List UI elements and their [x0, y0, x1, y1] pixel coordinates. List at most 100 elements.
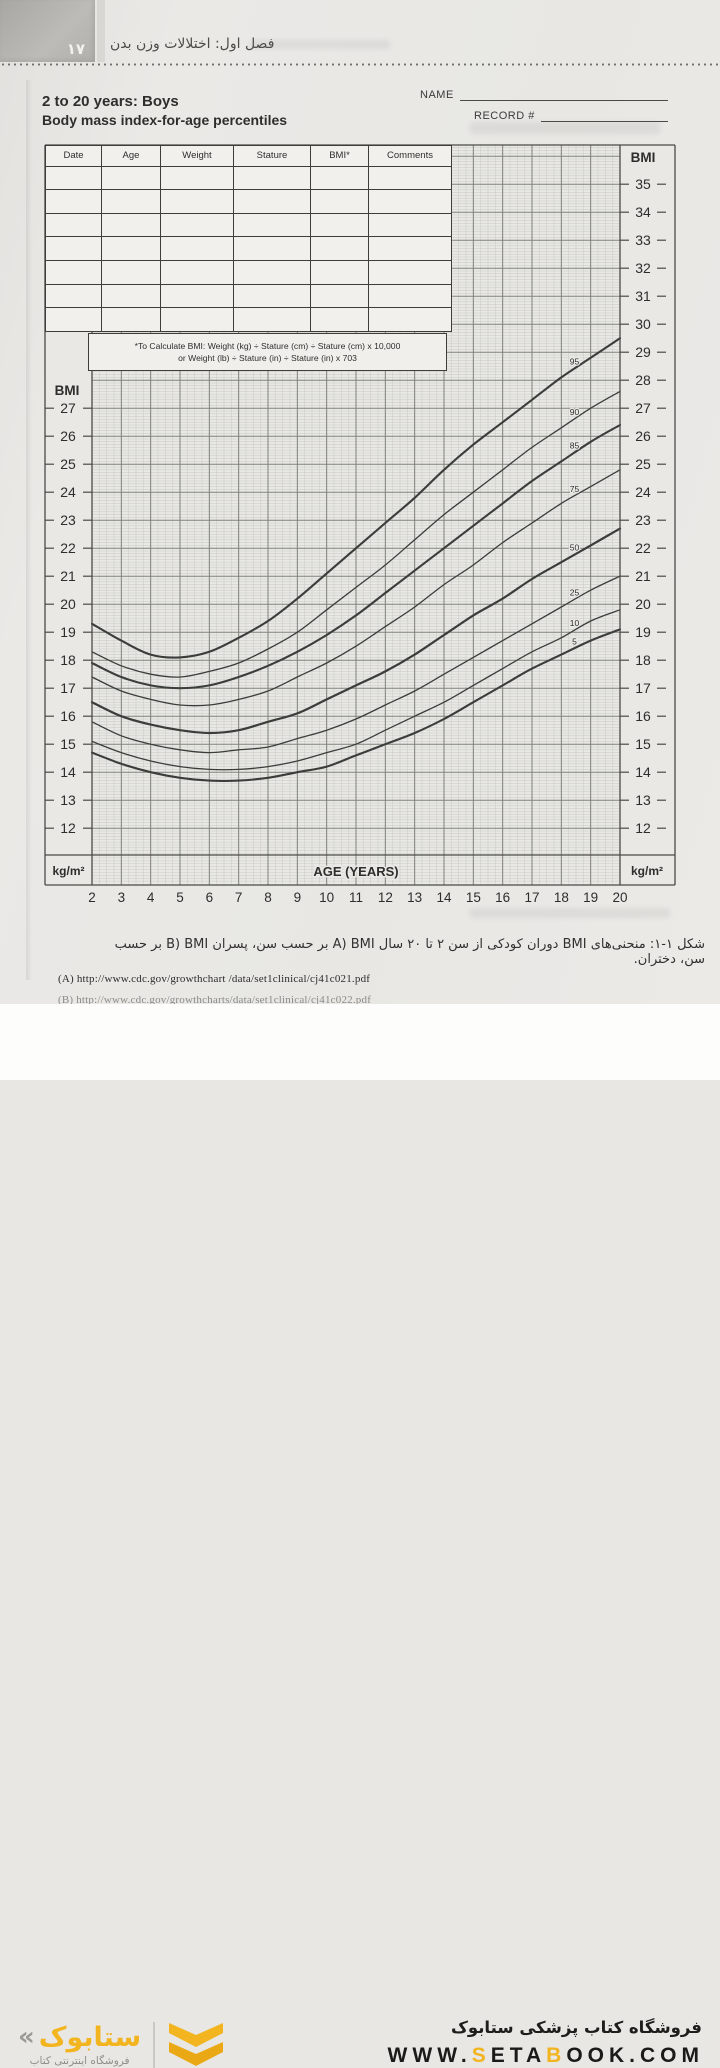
percentile-curve-85: [90, 423, 622, 690]
percentile-curve-75: [91, 469, 621, 707]
empty-cell: [45, 189, 102, 214]
table-header-row: Date Age Weight Stature BMI* Comments: [45, 145, 452, 167]
age-tick-label: 19: [583, 890, 598, 905]
tab-edge-strip: [97, 0, 105, 62]
empty-cell: [233, 236, 311, 262]
table-row: [45, 283, 452, 309]
right-tick-label: 30: [635, 316, 651, 332]
unit-label-right: kg/m²: [631, 864, 663, 878]
table-row: [45, 165, 452, 191]
percentile-label-75: 75: [570, 484, 580, 494]
left-tick-label: 23: [60, 512, 76, 528]
age-tick-label: 11: [349, 890, 363, 905]
left-tick-label: 15: [60, 736, 76, 752]
left-tick-label: 16: [60, 708, 76, 724]
right-tick-label: 27: [635, 400, 651, 416]
right-tick-label: 28: [635, 372, 651, 388]
empty-cell: [368, 165, 452, 191]
left-tick-label: 21: [60, 568, 76, 584]
age-tick-label: 2: [88, 890, 96, 905]
right-tick-label: 26: [635, 428, 651, 444]
brand-name: ستابوک: [38, 2021, 142, 2053]
empty-cell: [160, 212, 234, 238]
empty-cell: [310, 283, 369, 309]
percentile-label-10: 10: [570, 618, 580, 628]
percentile-curve-10: [91, 609, 621, 771]
age-tick-label: 5: [176, 890, 184, 905]
right-tick-label: 19: [635, 624, 651, 640]
site-url-segment: WWW.: [387, 2044, 472, 2067]
empty-cell: [233, 307, 311, 332]
left-tick-label: 18: [60, 652, 76, 668]
chevron-logo-icon: [169, 2023, 224, 2066]
brand-divider: [153, 2022, 156, 2068]
empty-cell: [45, 260, 102, 285]
empty-cell: [101, 212, 161, 238]
empty-cell: [101, 236, 161, 262]
right-tick-label: 13: [635, 792, 651, 808]
bleed-artifact: [470, 122, 660, 134]
name-label: NAME: [420, 89, 454, 101]
site-url-segment: ETA: [490, 2044, 547, 2067]
age-tick-label: 8: [264, 890, 272, 905]
column-header: Weight: [160, 145, 234, 167]
table-row: [45, 189, 452, 214]
bleed-artifact: [470, 908, 670, 918]
empty-cell: [101, 283, 161, 309]
brand-text: « ستابوک فروشگاه اینترنتی کتاب: [18, 2024, 141, 2067]
right-tick-label: 17: [635, 680, 651, 696]
right-tick-label: 16: [635, 708, 651, 724]
empty-cell: [45, 212, 102, 238]
table-row: [45, 260, 452, 285]
age-tick-label: 16: [495, 890, 510, 905]
right-tick-label: 33: [635, 232, 651, 248]
empty-cell: [160, 260, 234, 285]
percentile-label-90: 90: [570, 407, 580, 417]
name-field: NAME: [420, 88, 668, 101]
chart-title: 2 to 20 years: Boys Body mass index-for-…: [42, 93, 287, 128]
right-tick-label: 23: [635, 512, 651, 528]
brand-tagline: فروشگاه اینترنتی کتاب: [29, 2054, 130, 2067]
record-label: RECORD #: [474, 110, 535, 122]
empty-cell: [160, 236, 234, 262]
left-tick-label: 13: [60, 792, 76, 808]
chart-title-line2: Body mass index-for-age percentiles: [42, 112, 288, 128]
empty-cell: [160, 307, 234, 332]
age-tick-label: 18: [554, 890, 569, 905]
right-tick-label: 32: [635, 260, 651, 276]
empty-cell: [368, 236, 452, 262]
column-header: Comments: [368, 145, 452, 167]
age-tick-label: 4: [147, 890, 155, 905]
column-header: Date: [45, 145, 102, 167]
left-tick-label: 12: [60, 820, 76, 836]
measurement-table: Date Age Weight Stature BMI* Comments: [45, 145, 452, 332]
right-tick-label: 21: [635, 568, 651, 584]
empty-cell: [233, 283, 311, 309]
empty-cell: [233, 260, 311, 285]
empty-cell: [310, 189, 369, 214]
bleed-artifact: [250, 40, 390, 49]
empty-cell: [101, 260, 161, 285]
empty-cell: [310, 307, 369, 332]
dotted-divider: [0, 63, 720, 66]
right-tick-label: 31: [635, 288, 651, 304]
right-tick-label: 22: [635, 540, 651, 556]
empty-cell: [368, 283, 452, 309]
table-row: [45, 307, 452, 332]
source-link-a: (A) http://www.cdc.gov/growthchart /data…: [58, 973, 371, 985]
record-blank-line: [540, 109, 668, 122]
right-tick-label: 14: [635, 764, 651, 780]
site-url-segment: B: [546, 2044, 567, 2067]
empty-cell: [310, 212, 369, 238]
right-tick-label: 12: [635, 820, 651, 836]
guillemet-mark: «: [18, 2022, 35, 2052]
record-field: RECORD #: [474, 109, 668, 122]
empty-cell: [310, 260, 369, 285]
left-tick-label: 19: [60, 624, 76, 640]
page-number: ۱۷: [66, 40, 85, 58]
percentile-curve-95: [90, 337, 622, 659]
empty-cell: [160, 283, 234, 309]
percentile-curve-90: [91, 390, 621, 678]
right-axis-title: BMI: [631, 150, 656, 165]
